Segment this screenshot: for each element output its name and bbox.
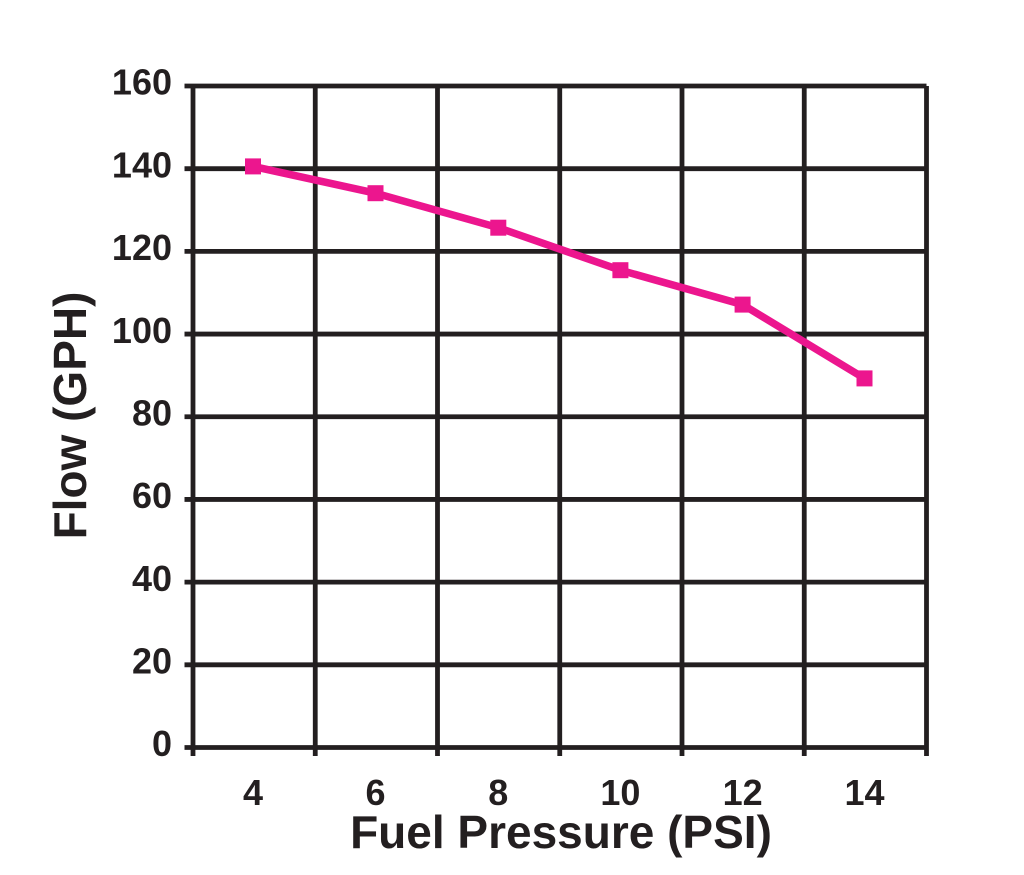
- svg-text:20: 20: [132, 641, 172, 682]
- svg-text:12: 12: [723, 772, 763, 813]
- svg-text:0: 0: [152, 723, 172, 764]
- svg-text:10: 10: [600, 772, 640, 813]
- svg-text:Flow (GPH): Flow (GPH): [44, 292, 96, 540]
- svg-text:6: 6: [365, 772, 385, 813]
- svg-text:8: 8: [488, 772, 508, 813]
- svg-text:100: 100: [112, 310, 172, 351]
- svg-text:160: 160: [112, 62, 172, 103]
- svg-text:14: 14: [844, 772, 884, 813]
- svg-text:4: 4: [243, 772, 263, 813]
- svg-text:80: 80: [132, 393, 172, 434]
- svg-text:140: 140: [112, 144, 172, 185]
- svg-text:Fuel Pressure (PSI): Fuel Pressure (PSI): [350, 806, 772, 858]
- svg-text:120: 120: [112, 227, 172, 268]
- svg-text:60: 60: [132, 475, 172, 516]
- svg-text:40: 40: [132, 558, 172, 599]
